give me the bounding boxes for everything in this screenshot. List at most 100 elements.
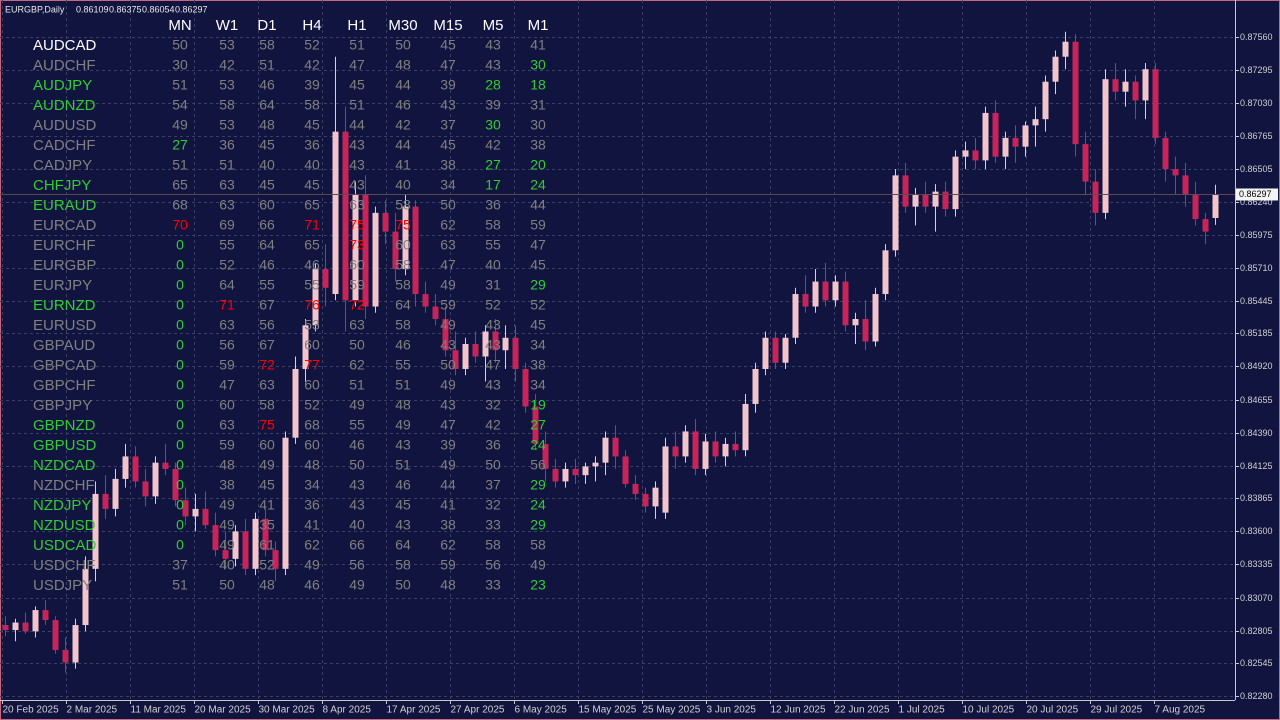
strength-value: 49 (440, 377, 456, 393)
strength-value: 0 (176, 517, 184, 533)
candle-body (632, 483, 639, 494)
strength-value: 47 (219, 377, 235, 393)
strength-value: 63 (219, 317, 235, 333)
strength-value: 66 (349, 537, 365, 553)
strength-value: 45 (304, 117, 320, 133)
column-header: H4 (302, 17, 321, 34)
strength-value: 40 (259, 157, 275, 173)
strength-value: 32 (485, 497, 501, 513)
y-tick-label: 0.84920 (1240, 361, 1273, 371)
candle-body (462, 344, 469, 369)
candle-body (602, 437, 609, 463)
x-tick-label: 20 Mar 2025 (195, 705, 252, 716)
candle-body (672, 446, 679, 457)
candle-body (932, 191, 939, 207)
strength-value: 43 (485, 377, 501, 393)
candle-body (322, 269, 329, 288)
pair-label: GBPUSD (33, 437, 97, 454)
strength-value: 48 (259, 577, 275, 593)
strength-value: 58 (395, 257, 411, 273)
strength-value: 63 (440, 237, 456, 253)
pair-label: NZDCHF (33, 477, 95, 494)
strength-value: 36 (485, 197, 501, 213)
candle-body (542, 443, 549, 469)
column-header: D1 (257, 17, 276, 34)
candle-body (1202, 219, 1209, 232)
x-tick-label: 8 Apr 2025 (323, 705, 372, 716)
x-tick-label: 7 Aug 2025 (1155, 705, 1206, 716)
strength-value: 27 (485, 157, 501, 173)
strength-value: 60 (259, 437, 275, 453)
pair-label: AUDJPY (33, 77, 92, 94)
strength-value: 49 (172, 117, 188, 133)
candle-body (102, 493, 109, 509)
column-header: M1 (528, 17, 549, 34)
strength-value: 75 (395, 217, 411, 233)
strength-value: 60 (304, 337, 320, 353)
strength-value: 75 (259, 417, 275, 433)
pair-label: AUDCHF (33, 57, 96, 74)
strength-value: 55 (259, 277, 275, 293)
candle-body (192, 508, 199, 517)
strength-value: 24 (530, 177, 546, 193)
strength-value: 42 (485, 137, 501, 153)
strength-value: 43 (395, 517, 411, 533)
strength-value: 0 (176, 277, 184, 293)
strength-value: 24 (530, 437, 546, 453)
candle-body (1052, 56, 1059, 82)
y-tick-label: 0.84390 (1240, 428, 1273, 438)
strength-value: 51 (219, 157, 235, 173)
strength-value: 69 (219, 217, 235, 233)
pair-label: CADCHF (33, 137, 96, 154)
candle-body (832, 281, 839, 301)
candle-body (682, 431, 689, 457)
candle-body (142, 481, 149, 497)
strength-value: 60 (304, 377, 320, 393)
pair-label: EURCAD (33, 217, 97, 234)
candle-body (1162, 137, 1169, 170)
strength-value: 58 (485, 217, 501, 233)
candle-body (982, 112, 989, 161)
strength-value: 47 (440, 57, 456, 73)
strength-value: 64 (395, 537, 411, 553)
candle-body (1042, 81, 1049, 120)
x-tick-label: 6 May 2025 (515, 705, 568, 716)
candle-body (472, 344, 479, 357)
strength-value: 44 (440, 477, 456, 493)
strength-value: 28 (485, 77, 501, 93)
strength-value: 63 (219, 177, 235, 193)
strength-value: 27 (172, 137, 188, 153)
candle-body (1012, 137, 1019, 147)
strength-value: 50 (440, 357, 456, 373)
strength-value: 53 (219, 77, 235, 93)
candle-body (2, 625, 9, 631)
strength-value: 37 (440, 117, 456, 133)
candle-body (242, 531, 249, 569)
pair-label: USDCAD (33, 537, 97, 554)
candle-body (552, 468, 559, 482)
candle-body (1212, 194, 1219, 218)
candle-body (882, 250, 889, 295)
strength-value: 64 (259, 97, 275, 113)
candle-body (822, 281, 829, 301)
pair-label: GBPCAD (33, 357, 97, 374)
strength-value: 38 (440, 157, 456, 173)
strength-value: 72 (259, 357, 275, 373)
strength-value: 46 (349, 437, 365, 453)
strength-value: 59 (530, 217, 546, 233)
pair-label: CADJPY (33, 157, 92, 174)
candle-body (302, 325, 309, 369)
strength-value: 62 (349, 357, 365, 373)
strength-value: 52 (304, 397, 320, 413)
candle-body (282, 437, 289, 569)
strength-value: 45 (259, 177, 275, 193)
strength-value: 60 (395, 237, 411, 253)
strength-value: 51 (172, 157, 188, 173)
strength-value: 39 (485, 97, 501, 113)
strength-value: 56 (349, 557, 365, 573)
candle-body (772, 337, 779, 363)
strength-value: 44 (530, 197, 546, 213)
strength-value: 0 (176, 377, 184, 393)
strength-value: 66 (259, 217, 275, 233)
